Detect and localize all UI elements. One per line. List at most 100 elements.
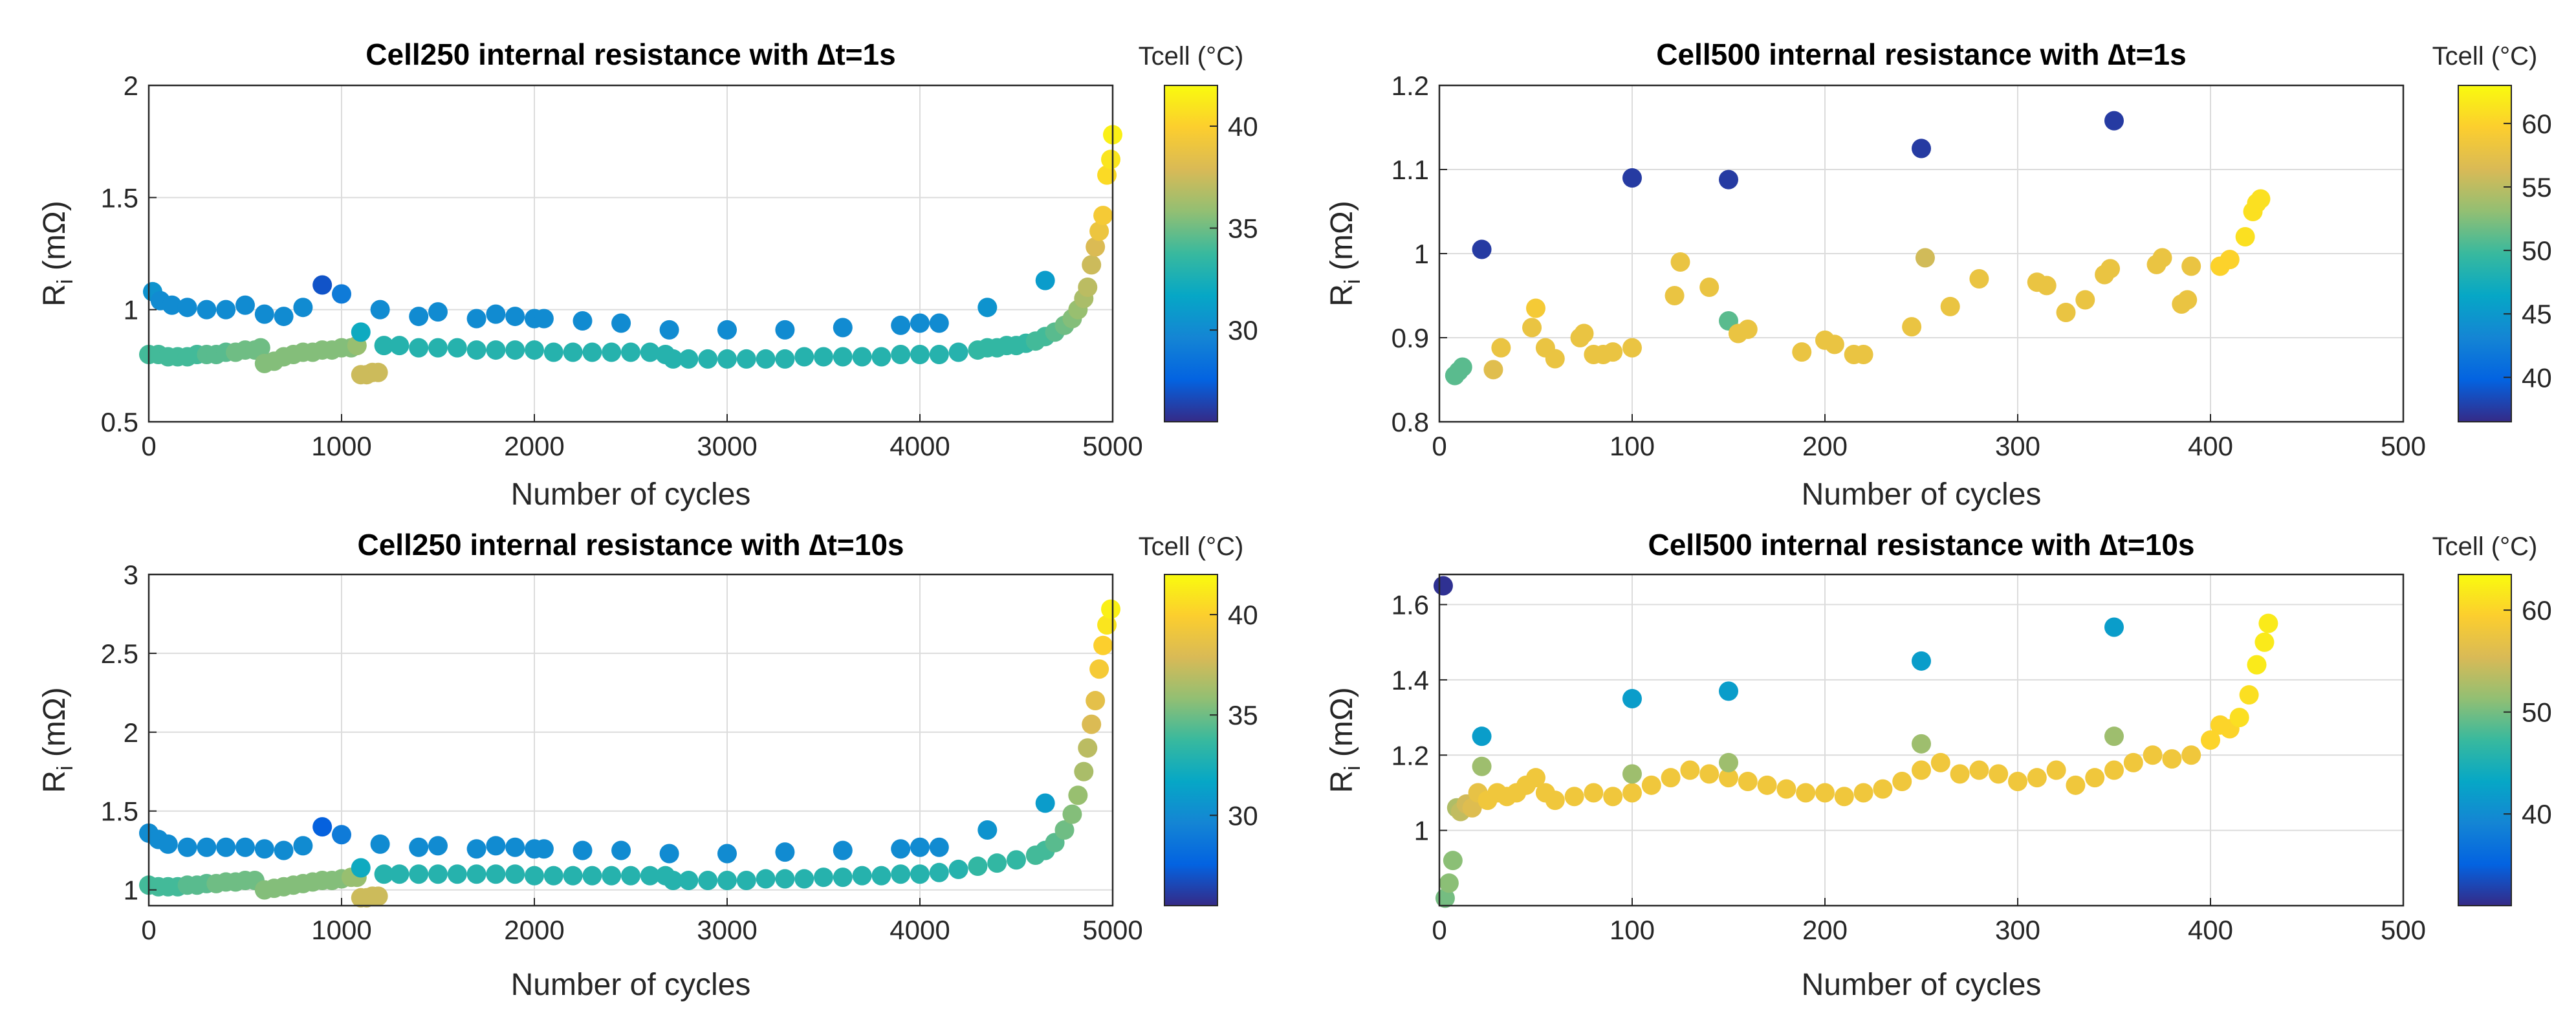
y-tick-labels: 0.5 1 1.5 2 <box>101 71 157 437</box>
scatter-point <box>929 345 949 364</box>
scatter-point <box>2056 303 2076 322</box>
scatter-point <box>717 349 737 369</box>
scatter-point <box>659 844 679 864</box>
y-tick-label: 1.1 <box>1392 155 1429 185</box>
colorbar-tick-label: 60 <box>2522 109 2552 139</box>
y-axis-label: Ri (mΩ) <box>1325 201 1365 306</box>
scatter-point <box>679 349 699 369</box>
scatter-point <box>1757 775 1777 795</box>
scatter-point <box>486 304 506 324</box>
scatter-point <box>2178 290 2198 310</box>
scatter-point <box>1912 651 1931 671</box>
x-tick-label: 500 <box>2381 915 2426 945</box>
scatter-point <box>447 338 467 358</box>
scatter-point <box>1776 779 1796 799</box>
scatter-point <box>1097 165 1117 185</box>
scatter-point <box>948 342 968 362</box>
y-axis-label-r: R <box>38 284 72 307</box>
scatter-point <box>1574 323 1594 344</box>
scatter-point <box>486 340 506 360</box>
scatter-point <box>1699 764 1719 784</box>
scatter-point <box>368 362 388 382</box>
scatter-point <box>1912 138 1931 158</box>
scatter-point <box>409 307 429 327</box>
scatter-point <box>640 866 660 886</box>
data-points <box>1433 576 2278 908</box>
scatter-point <box>1545 349 1565 369</box>
scatter-point <box>177 837 197 857</box>
y-axis-label-unit: (mΩ) <box>1325 201 1359 279</box>
scatter-point <box>948 859 968 879</box>
scatter-point <box>374 864 394 884</box>
x-tick-labels: 0 100 200 300 400 500 <box>1432 414 2426 461</box>
x-tick-label: 200 <box>1802 915 1848 945</box>
scatter-point <box>1738 320 1758 339</box>
y-axis-label-subscript: i <box>1340 279 1365 284</box>
scatter-point <box>1093 635 1113 655</box>
scatter-point <box>756 869 776 889</box>
y-tick-label: 2 <box>124 71 138 101</box>
scatter-point <box>852 866 872 886</box>
x-tick-labels: 0 100 200 300 400 500 <box>1432 898 2426 945</box>
scatter-point <box>197 837 217 857</box>
scatter-point <box>1930 752 1950 772</box>
x-tick-label: 100 <box>1610 915 1655 945</box>
y-axis-label-r: R <box>38 770 72 793</box>
scatter-point <box>833 347 853 367</box>
scatter-point <box>2123 752 2143 772</box>
scatter-point <box>1097 615 1117 635</box>
scatter-point <box>698 349 718 369</box>
scatter-point <box>1101 599 1121 619</box>
scatter-point <box>1093 206 1113 226</box>
scatter-point <box>162 295 182 315</box>
scatter-point <box>814 868 833 888</box>
data-points <box>139 125 1122 385</box>
scatter-point <box>525 866 544 886</box>
scatter-point <box>177 298 197 318</box>
scatter-point <box>814 347 833 367</box>
x-axis-label: Number of cycles <box>511 968 751 1002</box>
scatter-point <box>891 864 911 884</box>
scatter-point <box>1435 888 1455 908</box>
scatter-point <box>2008 772 2027 791</box>
scatter-point <box>736 349 756 369</box>
scatter-point <box>2254 632 2275 652</box>
plot-background <box>149 574 1113 906</box>
scatter-point <box>1082 714 1102 734</box>
scatter-point <box>2152 248 2172 268</box>
scatter-point <box>1738 772 1758 791</box>
scatter-point <box>2104 726 2124 747</box>
scatter-point <box>1089 659 1109 679</box>
scatter-point <box>910 345 930 364</box>
y-tick-label: 0.5 <box>101 407 138 437</box>
scatter-point <box>679 870 699 890</box>
scatter-point <box>794 347 814 367</box>
y-tick-label: 1 <box>124 295 138 325</box>
scatter-point <box>1622 338 1642 358</box>
scatter-point <box>250 338 270 358</box>
scatter-point <box>1902 317 1922 337</box>
scatter-point <box>2181 256 2201 276</box>
scatter-point <box>466 309 486 329</box>
chart-panel-cell250-10s: 0 1000 2000 3000 4000 5000 1 1.5 2 2.5 3 Cell250 … <box>38 528 1258 1002</box>
scatter-point <box>505 340 525 360</box>
scatter-point <box>486 836 506 856</box>
scatter-point <box>1545 791 1565 811</box>
y-tick-label: 0.8 <box>1392 407 1429 437</box>
scatter-point <box>1564 787 1584 807</box>
scatter-point <box>929 313 949 333</box>
scatter-point <box>968 857 988 877</box>
scatter-point <box>756 349 776 369</box>
scatter-point <box>1622 689 1642 708</box>
colorbar-ticks: 30 35 40 <box>1210 111 1258 345</box>
scatter-point <box>1526 298 1545 318</box>
scatter-point <box>640 342 660 362</box>
colorbar-tick-label: 40 <box>1228 600 1258 630</box>
x-tick-label: 1000 <box>311 431 371 461</box>
colorbar-tick-label: 50 <box>2522 697 2552 728</box>
scatter-point <box>1074 761 1094 781</box>
x-tick-label: 4000 <box>890 915 950 945</box>
y-axis-label-subscript: i <box>53 765 78 770</box>
scatter-point <box>505 864 525 884</box>
scatter-point <box>1622 783 1642 803</box>
